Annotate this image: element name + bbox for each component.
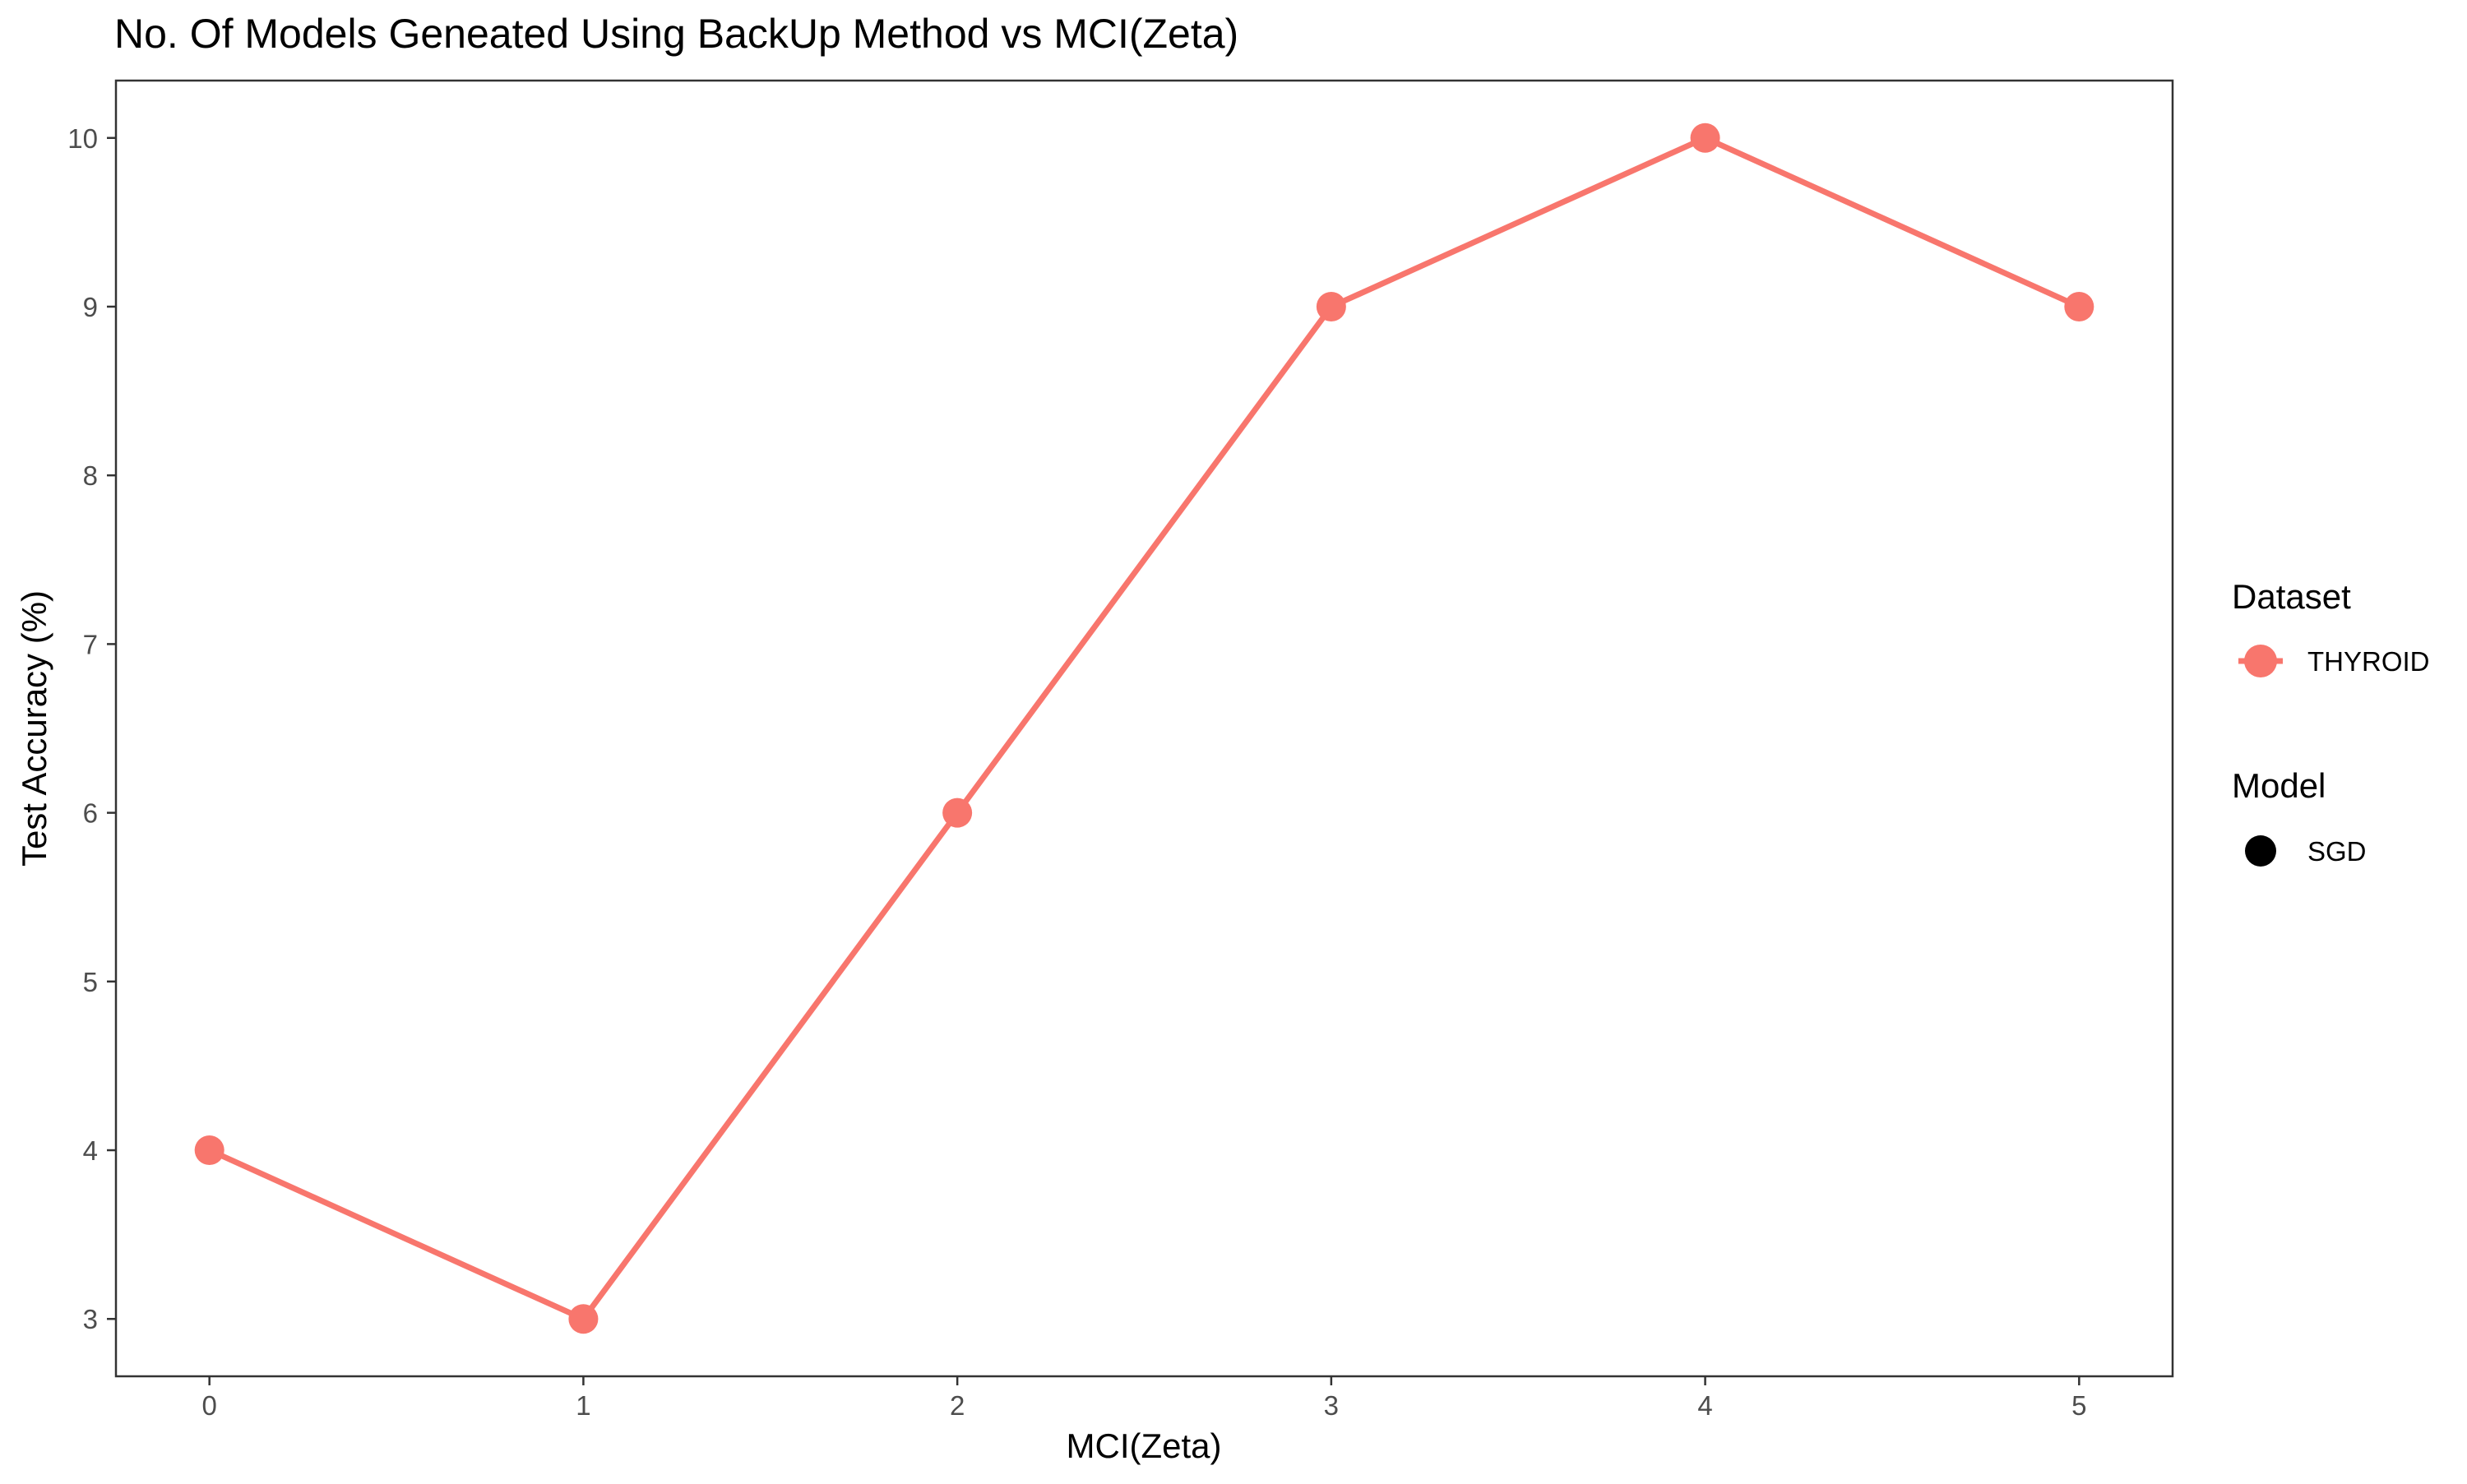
legend: Dataset THYROID Model SGD (2232, 577, 2430, 867)
data-point (1690, 123, 1720, 153)
data-point (194, 1135, 224, 1166)
data-point (1316, 291, 1346, 321)
y-tick-label: 3 (83, 1304, 98, 1334)
y-tick-label: 5 (83, 967, 98, 997)
y-tick-label: 4 (83, 1135, 98, 1166)
y-tick-label: 8 (83, 460, 98, 491)
plot-panel (114, 79, 2174, 1378)
legend-point-key (2244, 645, 2277, 677)
data-point (942, 797, 973, 828)
data-point (2064, 291, 2094, 321)
data-point (568, 1304, 599, 1334)
y-axis: 3 4 5 6 7 8 9 10 (67, 123, 116, 1334)
chart-title: No. Of Models Geneated Using BackUp Meth… (114, 11, 1238, 57)
series-layer (194, 123, 2094, 1334)
legend-title-model: Model (2232, 766, 2326, 805)
legend-title-dataset: Dataset (2232, 577, 2351, 616)
legend-label-sgd: SGD (2307, 836, 2367, 867)
legend-label-thyroid: THYROID (2307, 646, 2430, 677)
x-tick-label: 1 (576, 1390, 590, 1421)
x-tick-label: 5 (2071, 1390, 2086, 1421)
y-tick-label: 9 (83, 292, 98, 322)
y-axis-label: Test Accuracy (%) (15, 590, 53, 867)
y-tick-label: 7 (83, 629, 98, 659)
y-tick-label: 6 (83, 798, 98, 829)
x-tick-label: 0 (202, 1390, 217, 1421)
series-line-thyroid (208, 135, 2081, 1322)
x-axis-label: MCI(Zeta) (1067, 1426, 1222, 1465)
x-axis: 0 1 2 3 4 5 (202, 1376, 2086, 1421)
x-tick-label: 4 (1697, 1390, 1712, 1421)
x-tick-label: 2 (950, 1390, 965, 1421)
x-tick-label: 3 (1324, 1390, 1339, 1421)
y-tick-label: 10 (67, 123, 98, 154)
legend-point-key (2245, 835, 2276, 867)
